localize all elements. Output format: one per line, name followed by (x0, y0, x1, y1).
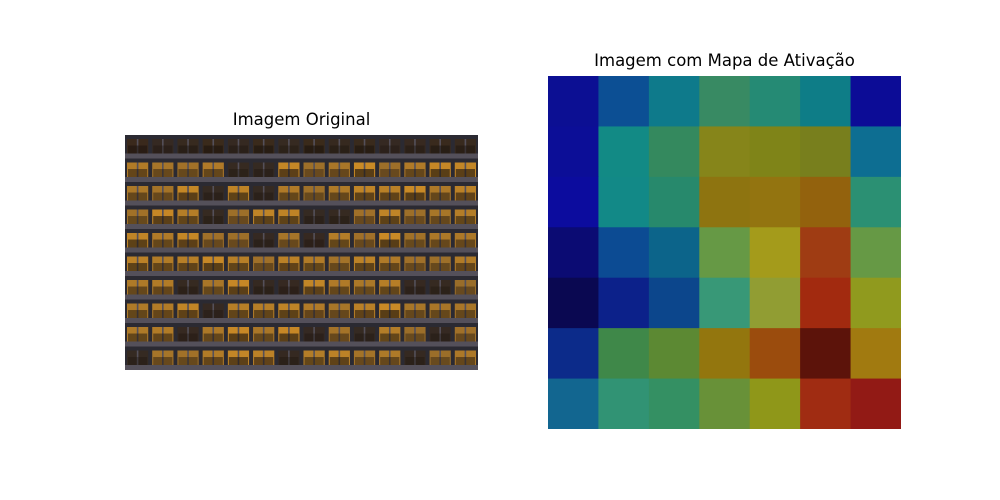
heatmap-cell-r3-c0 (548, 227, 600, 279)
heatmap-cell-r4-c3 (699, 277, 751, 329)
heatmap-cell-r2-c3 (699, 176, 751, 228)
original-image-photo (125, 135, 478, 370)
heatmap-cell-r3-c5 (800, 227, 852, 279)
heatmap-cell-r2-c0 (548, 176, 600, 228)
heatmap-cell-r2-c5 (800, 176, 852, 228)
heatmap-cell-r5-c4 (749, 328, 801, 380)
heatmap-cell-r1-c1 (598, 126, 650, 178)
heatmap-cell-r0-c2 (648, 76, 700, 128)
heatmap-cell-r5-c1 (598, 328, 650, 380)
heatmap-cell-r6-c4 (749, 378, 801, 429)
heatmap-cell-r0-c5 (800, 76, 852, 128)
heatmap-cell-r1-c2 (648, 126, 700, 178)
heatmap-cell-r2-c1 (598, 176, 650, 228)
heatmap-cell-r0-c1 (598, 76, 650, 128)
heatmap-cell-r4-c0 (548, 277, 600, 329)
heatmap-cell-r3-c1 (598, 227, 650, 279)
building-facade-icon (125, 139, 478, 370)
heatmap-cell-r4-c5 (800, 277, 852, 329)
original-image-title: Imagem Original (232, 110, 371, 129)
activation-map-title: Imagem com Mapa de Ativação (594, 51, 855, 70)
heatmap-cell-r3-c4 (749, 227, 801, 279)
heatmap-cell-r4-c4 (749, 277, 801, 329)
heatmap-cell-r1-c6 (850, 126, 901, 178)
heatmap-cell-r0-c3 (699, 76, 751, 128)
heatmap-cell-r2-c4 (749, 176, 801, 228)
heatmap-cell-r4-c2 (648, 277, 700, 329)
heatmap-cell-r5-c6 (850, 328, 901, 380)
heatmap-cell-r6-c3 (699, 378, 751, 429)
heatmap-cell-r5-c2 (648, 328, 700, 380)
heatmap-cell-r3-c3 (699, 227, 751, 279)
heatmap-cell-r1-c5 (800, 126, 852, 178)
activation-heatmap (548, 76, 901, 429)
heatmap-cell-r2-c2 (648, 176, 700, 228)
heatmap-cell-r0-c0 (548, 76, 600, 128)
heatmap-cell-r6-c2 (648, 378, 700, 429)
heatmap-cell-r6-c5 (800, 378, 852, 429)
heatmap-cell-r1-c4 (749, 126, 801, 178)
heatmap-cell-r2-c6 (850, 176, 901, 228)
heatmap-cell-r3-c6 (850, 227, 901, 279)
heatmap-cell-r4-c6 (850, 277, 901, 329)
heatmap-cell-r6-c1 (598, 378, 650, 429)
heatmap-cell-r6-c6 (850, 378, 901, 429)
heatmap-cell-r3-c2 (648, 227, 700, 279)
heatmap-cell-r6-c0 (548, 378, 600, 429)
heatmap-cell-r5-c3 (699, 328, 751, 380)
heatmap-cell-r5-c0 (548, 328, 600, 380)
heatmap-cell-r0-c4 (749, 76, 801, 128)
heatmap-cell-r1-c0 (548, 126, 600, 178)
heatmap-cell-r0-c6 (850, 76, 901, 128)
heatmap-cell-r5-c5 (800, 328, 852, 380)
heatmap-cell-r4-c1 (598, 277, 650, 329)
heatmap-cell-r1-c3 (699, 126, 751, 178)
